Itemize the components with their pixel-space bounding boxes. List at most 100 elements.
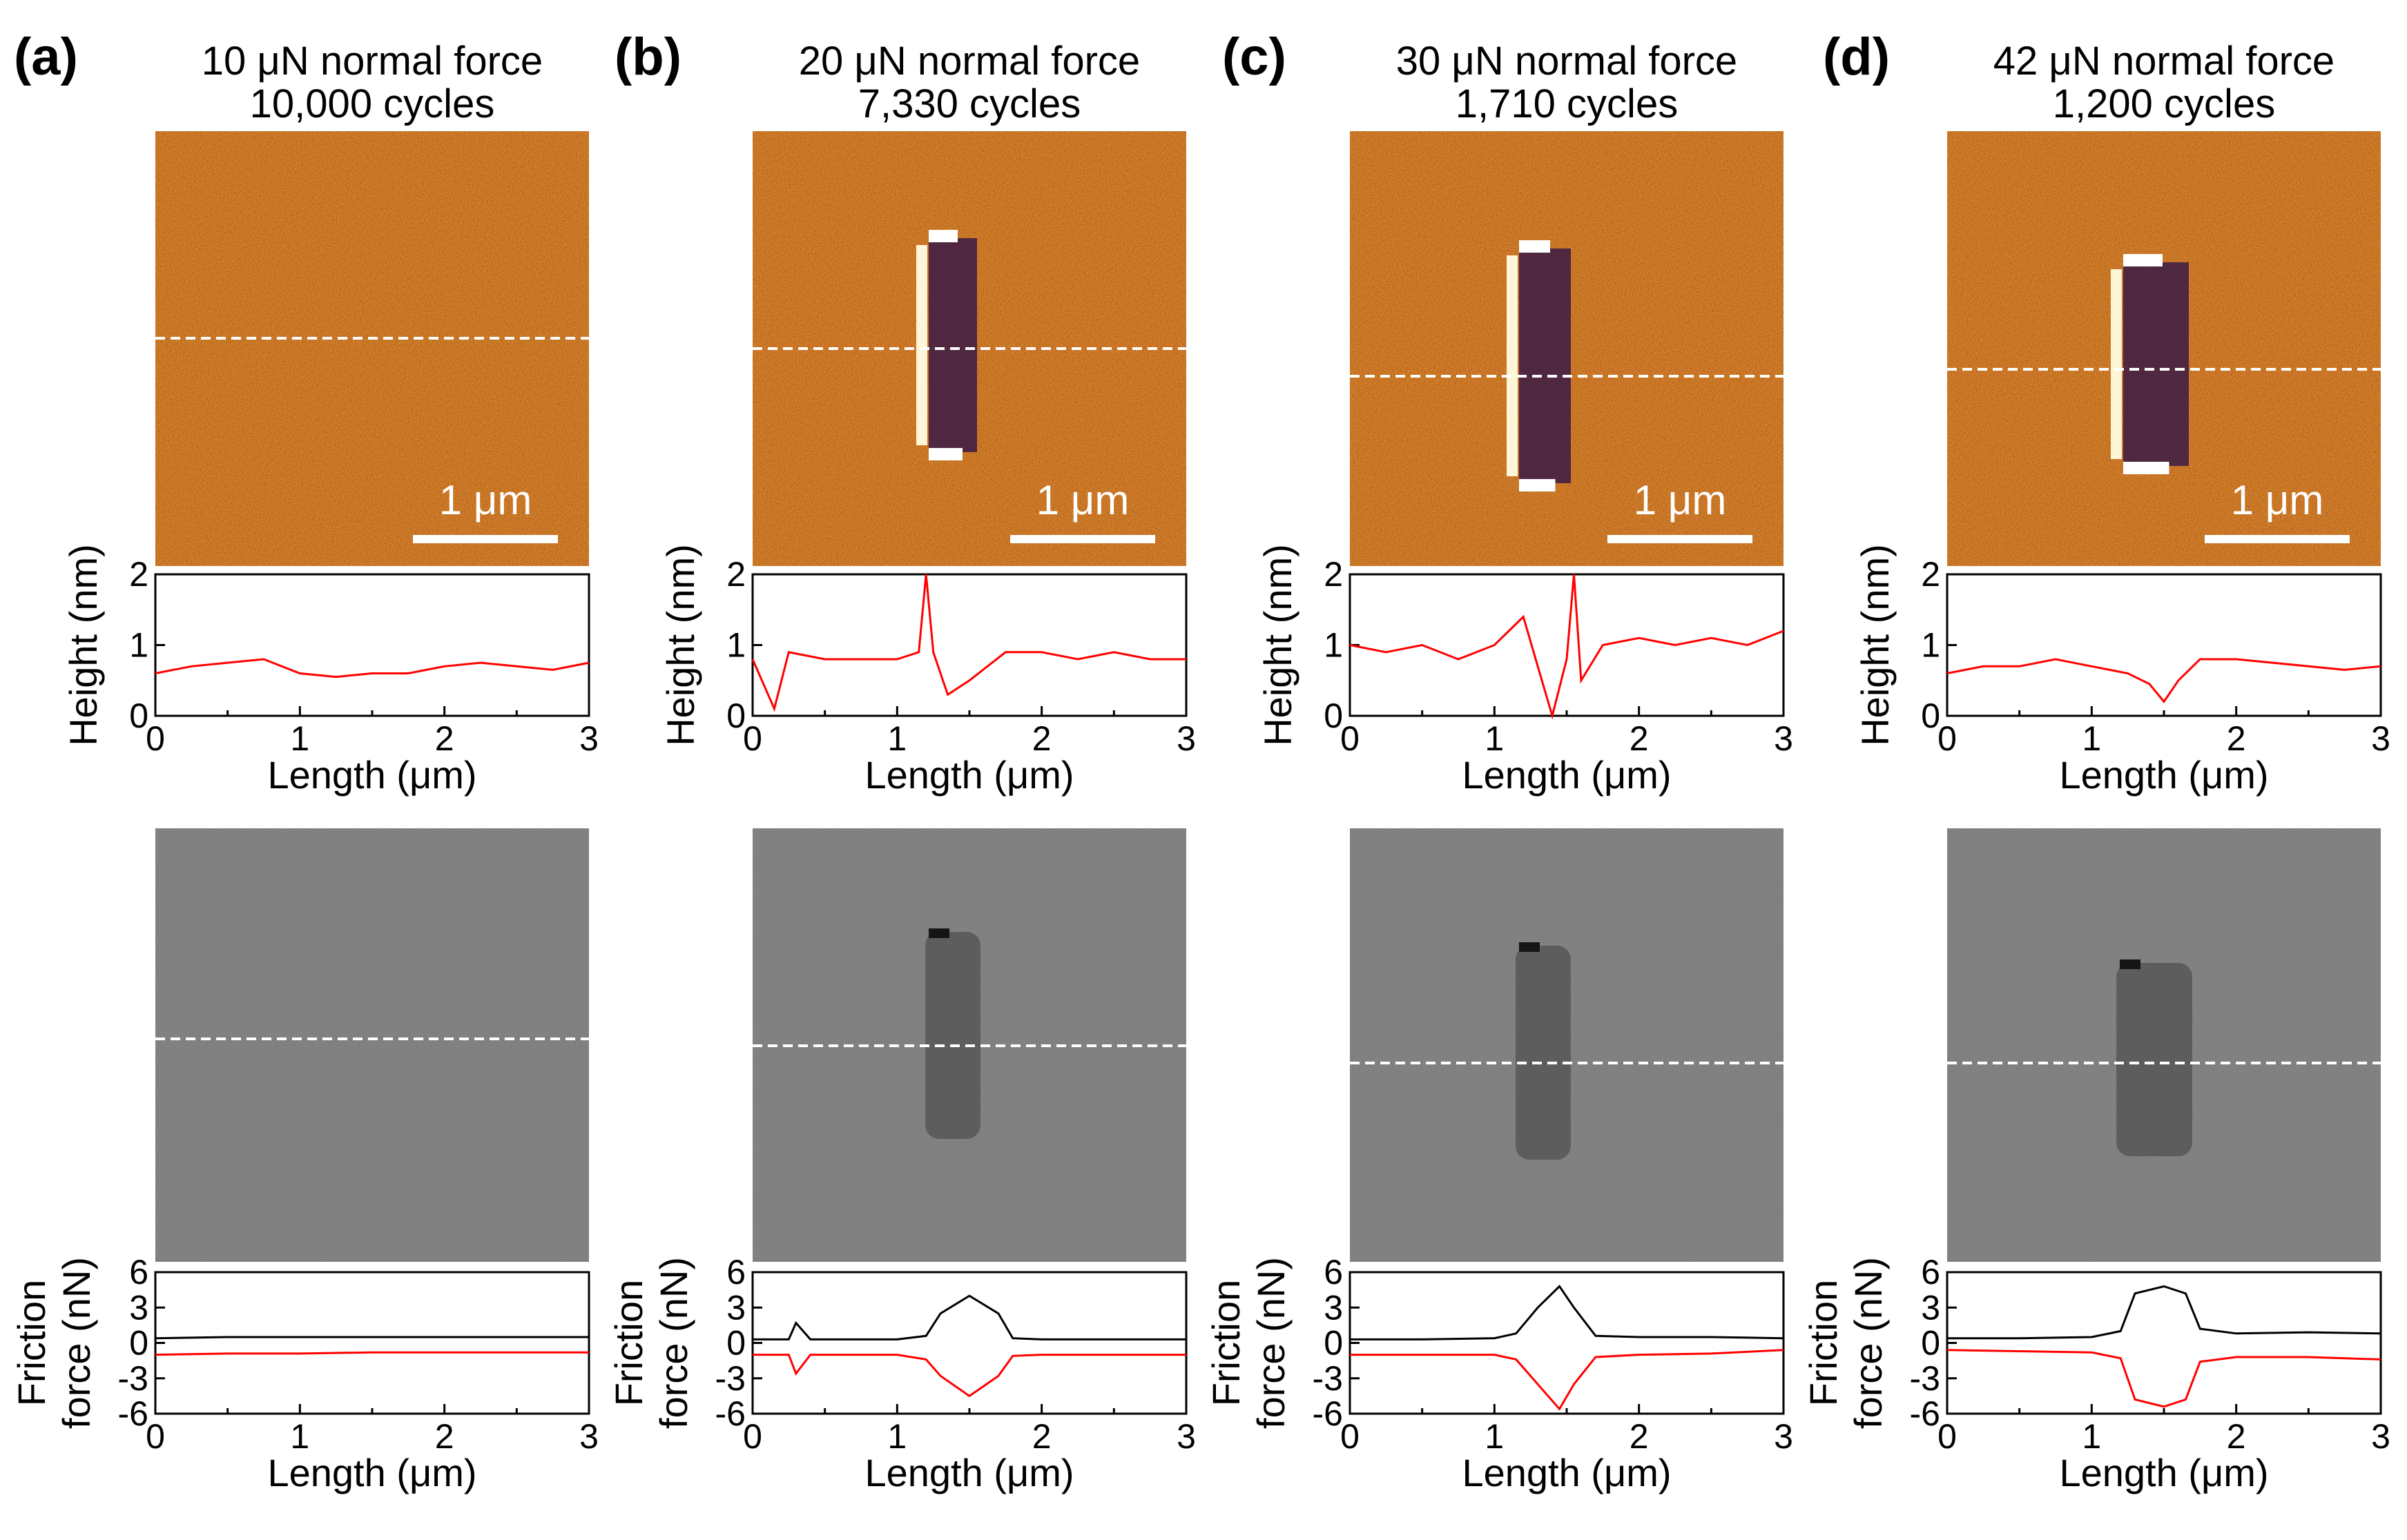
friction-x-tick-label: 1 bbox=[290, 1417, 309, 1456]
height-profile-series bbox=[1349, 574, 1784, 720]
friction-y-tick-label: 0 bbox=[129, 1324, 148, 1363]
friction-x-tick-label: 3 bbox=[579, 1417, 599, 1456]
height-axes-frame bbox=[1348, 573, 1785, 717]
height-axes-frame bbox=[1946, 573, 2382, 717]
panel-letter: (a) bbox=[14, 28, 78, 86]
friction-axes-frame bbox=[1946, 1271, 2382, 1415]
friction-y-tick-label: -3 bbox=[118, 1359, 148, 1398]
scale-bar bbox=[1010, 535, 1155, 543]
wear-debris-edge bbox=[916, 245, 927, 445]
friction-series-backward bbox=[155, 1351, 589, 1356]
scale-bar bbox=[2205, 535, 2350, 543]
height-x-tick-label: 3 bbox=[2371, 719, 2390, 758]
height-y-tick-label: 2 bbox=[1324, 555, 1343, 594]
friction-debris-dark bbox=[2120, 959, 2140, 969]
height-y-tick-label: 1 bbox=[1921, 626, 1940, 665]
friction-x-axis-label: Length (μm) bbox=[267, 1451, 476, 1494]
scale-bar-label: 1 μm bbox=[439, 477, 532, 523]
height-x-tick-label: 1 bbox=[1485, 719, 1504, 758]
height-x-axis-label: Length (μm) bbox=[267, 753, 476, 797]
friction-x-tick-label: 2 bbox=[1032, 1417, 1052, 1456]
height-x-tick-label: 1 bbox=[290, 719, 309, 758]
panel-title-force: 42 μN normal force bbox=[1993, 39, 2334, 84]
wear-track bbox=[1519, 248, 1571, 483]
panel-title-force: 30 μN normal force bbox=[1396, 39, 1737, 84]
friction-y-axis-label-line1: Friction bbox=[10, 1280, 53, 1407]
friction-x-tick-label: 0 bbox=[743, 1417, 762, 1456]
panel-title-force: 20 μN normal force bbox=[799, 39, 1140, 84]
height-y-tick-label: 2 bbox=[129, 555, 148, 594]
friction-y-axis-label-line2: force (nN) bbox=[1846, 1257, 1890, 1429]
friction-map-texture bbox=[155, 828, 589, 1262]
friction-y-tick-label: -6 bbox=[1313, 1394, 1343, 1433]
friction-series-forward bbox=[1350, 1285, 1784, 1341]
friction-wear-region bbox=[925, 932, 980, 1139]
friction-x-tick-label: 1 bbox=[1485, 1417, 1504, 1456]
friction-y-axis-label-line1: Friction bbox=[607, 1280, 650, 1407]
wear-debris-bottom bbox=[929, 448, 963, 460]
friction-y-tick-label: 0 bbox=[1921, 1324, 1940, 1363]
friction-debris-dark bbox=[1519, 942, 1540, 952]
friction-x-tick-label: 0 bbox=[1937, 1417, 1957, 1456]
height-y-axis-label: Height (nm) bbox=[61, 544, 105, 746]
height-x-axis-label: Length (μm) bbox=[1462, 753, 1671, 797]
friction-y-tick-label: 6 bbox=[1324, 1253, 1343, 1292]
friction-x-tick-label: 3 bbox=[1774, 1417, 1793, 1456]
friction-x-tick-label: 3 bbox=[2371, 1417, 2390, 1456]
panel-letter: (b) bbox=[615, 28, 682, 86]
wear-debris-top bbox=[2123, 254, 2163, 266]
height-y-tick-label: 1 bbox=[726, 626, 746, 665]
friction-y-tick-label: 3 bbox=[129, 1288, 148, 1327]
height-x-tick-label: 2 bbox=[435, 719, 454, 758]
friction-y-tick-label: 3 bbox=[1921, 1288, 1940, 1327]
height-x-tick-label: 1 bbox=[887, 719, 907, 758]
panel-letter: (d) bbox=[1823, 28, 1890, 86]
friction-x-tick-label: 2 bbox=[435, 1417, 454, 1456]
friction-series-forward bbox=[753, 1294, 1186, 1341]
height-x-axis-label: Length (μm) bbox=[2059, 753, 2268, 797]
friction-wear-region bbox=[1516, 946, 1571, 1160]
friction-series-backward bbox=[753, 1354, 1186, 1398]
friction-y-tick-label: -6 bbox=[715, 1394, 746, 1433]
panel-title-cycles: 7,330 cycles bbox=[858, 81, 1081, 126]
friction-wear-region bbox=[2116, 963, 2192, 1156]
height-x-tick-label: 0 bbox=[743, 719, 762, 758]
height-map-texture bbox=[155, 131, 589, 566]
friction-axes-frame bbox=[1348, 1271, 1785, 1415]
friction-y-axis-label-line1: Friction bbox=[1204, 1280, 1248, 1407]
height-x-tick-label: 0 bbox=[1340, 719, 1360, 758]
scale-bar bbox=[1607, 535, 1752, 543]
height-y-tick-label: 2 bbox=[726, 555, 746, 594]
wear-debris-top bbox=[929, 230, 958, 242]
scale-bar-label: 1 μm bbox=[1634, 477, 1727, 523]
friction-y-tick-label: 0 bbox=[726, 1324, 746, 1363]
height-profile-series bbox=[1946, 658, 2381, 704]
scale-bar-label: 1 μm bbox=[2231, 477, 2324, 523]
height-x-tick-label: 2 bbox=[2227, 719, 2246, 758]
friction-axes-frame bbox=[751, 1271, 1188, 1415]
friction-x-axis-label: Length (μm) bbox=[1462, 1451, 1671, 1494]
height-y-tick-label: 1 bbox=[1324, 626, 1343, 665]
friction-y-axis-label-line1: Friction bbox=[1801, 1280, 1845, 1407]
friction-x-axis-label: Length (μm) bbox=[2059, 1451, 2268, 1494]
height-y-tick-label: 1 bbox=[129, 626, 148, 665]
wear-debris-edge bbox=[2111, 269, 2122, 459]
height-x-tick-label: 3 bbox=[579, 719, 599, 758]
friction-x-tick-label: 0 bbox=[146, 1417, 165, 1456]
panel-title-cycles: 1,200 cycles bbox=[2053, 81, 2275, 126]
friction-series-backward bbox=[1946, 1349, 2381, 1408]
height-profile-series bbox=[751, 574, 1186, 712]
friction-y-axis-label-line2: force (nN) bbox=[652, 1257, 695, 1429]
height-profile-series bbox=[155, 658, 590, 679]
height-y-tick-label: 0 bbox=[1921, 696, 1940, 735]
friction-y-tick-label: 3 bbox=[726, 1288, 746, 1327]
panel-title-cycles: 1,710 cycles bbox=[1456, 81, 1678, 126]
friction-y-tick-label: -3 bbox=[1313, 1359, 1343, 1398]
